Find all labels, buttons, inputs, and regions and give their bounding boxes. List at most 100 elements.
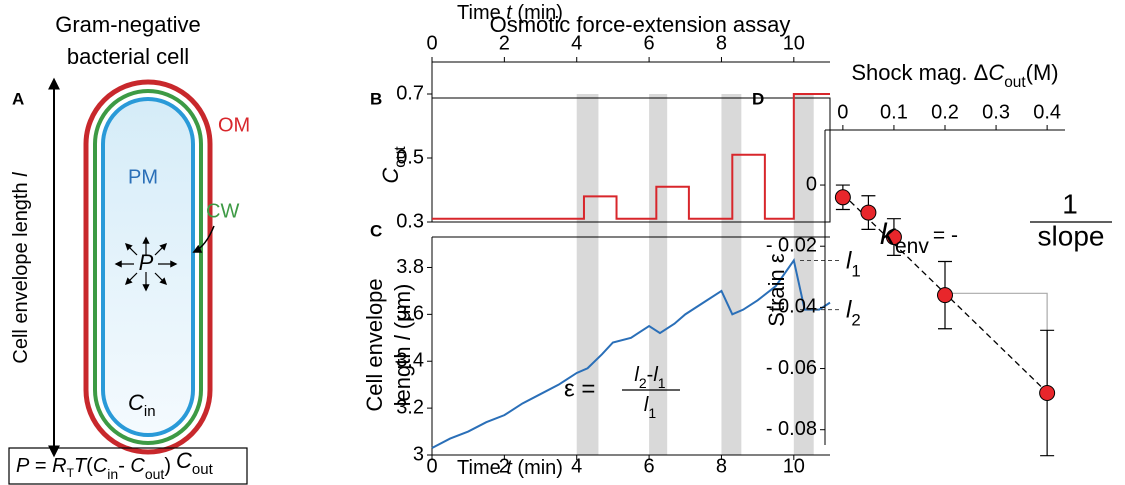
y-tick-label: - 0.06 — [766, 357, 817, 379]
label-part: C — [128, 390, 144, 415]
x-tick-label: 10 — [783, 32, 805, 54]
y-axis-label-part: (μm) — [390, 284, 415, 336]
data-point — [860, 204, 877, 221]
label-part: in — [144, 403, 156, 420]
equation-numerator-part: 2 — [639, 375, 647, 391]
data-point — [885, 229, 902, 246]
label-om: OM — [218, 114, 250, 136]
label-cw: CW — [206, 200, 239, 222]
x-tick-label: 0 — [426, 455, 437, 477]
shock-band — [721, 94, 742, 455]
equation-numerator-part: l — [653, 364, 658, 386]
formula-part: ) — [164, 455, 171, 477]
y-tick-label: 3.4 — [396, 350, 424, 372]
x-tick-label: 0 — [426, 32, 437, 54]
y-axis-label: Cout — [378, 146, 409, 184]
heading: bacterial cell — [67, 44, 189, 69]
x-tick-label: 8 — [716, 32, 727, 54]
y-axis-label: Cell envelope — [362, 278, 387, 411]
y-axis-label-part: length — [390, 340, 415, 406]
panel-label: D — [752, 89, 764, 108]
x-axis-label: Time t (min) — [457, 2, 563, 24]
x-tick-label: 2 — [499, 455, 510, 477]
label-c-out: Cout — [176, 448, 214, 479]
x-axis-label-part: (min) — [512, 2, 563, 24]
y-tick-label: 0.5 — [396, 146, 424, 168]
data-line — [431, 258, 831, 449]
shock-band — [649, 94, 668, 455]
x-axis-label-part: Shock mag. Δ — [851, 60, 988, 85]
k-env-part: env — [895, 235, 929, 258]
panel-label: C — [370, 221, 382, 240]
annotation: l2 — [846, 297, 861, 330]
k-env-part: = - — [933, 224, 958, 247]
label-pm: PM — [128, 166, 158, 188]
label-part: C — [176, 448, 192, 473]
formula-part: R — [52, 455, 66, 477]
annotation-part: l — [846, 248, 852, 275]
formula-part: T — [67, 466, 75, 480]
shading-layer — [576, 94, 814, 455]
label-part: out — [192, 461, 214, 478]
x-axis-label-part: (min) — [512, 457, 563, 479]
y-tick-label: - 0.02 — [766, 234, 817, 256]
formula-part: ( — [86, 455, 93, 477]
y-tick-label: 0.3 — [396, 210, 424, 232]
label-c-in: Cin — [128, 390, 156, 421]
label-p: P — [139, 250, 154, 275]
formula-box — [8, 447, 248, 485]
y-tick-label: - 0.04 — [766, 296, 817, 318]
y-tick-label: 0 — [806, 173, 817, 195]
formula-part: C — [130, 455, 145, 477]
x-tick-label: 8 — [716, 455, 727, 477]
x-axis-label: Shock mag. ΔCout(M) — [851, 60, 1058, 91]
k-env: kenv = - — [880, 218, 958, 258]
axis-label: Cell envelope length l — [10, 172, 32, 364]
y-tick-label: 0.7 — [396, 82, 424, 104]
shock-band — [793, 94, 814, 455]
x-tick-label: 0.2 — [931, 101, 959, 123]
y-tick-label: 3.8 — [396, 256, 424, 278]
axis-label-part: l — [10, 172, 32, 177]
x-axis-label-part: Time — [457, 457, 506, 479]
annotation: l1 — [846, 248, 861, 281]
equation-lhs: ε = — [564, 375, 595, 402]
y-axis-label-part: out — [392, 146, 409, 168]
x-axis-label-part: C — [988, 60, 1004, 85]
x-axis-label-part: out — [1004, 74, 1026, 91]
x-tick-label: 0.4 — [1033, 101, 1061, 123]
fraction-numerator: 1 — [1062, 188, 1078, 219]
fraction-denominator: slope — [1038, 220, 1105, 251]
data-point — [834, 189, 851, 206]
formula-part: in — [107, 466, 118, 482]
equation-numerator: l2-l1 — [634, 364, 665, 390]
formula-part: C — [93, 455, 108, 477]
y-axis-label-part: l — [390, 334, 415, 340]
equation-denominator-part: l — [644, 394, 649, 416]
formula: P = RTT(Cin- Cout) — [16, 455, 171, 481]
equation-denominator: l1 — [644, 394, 656, 420]
formula-part: out — [145, 466, 165, 482]
panel-label: B — [370, 89, 382, 108]
x-axis-label: Time t (min) — [457, 457, 563, 479]
y-tick-label: 3.2 — [396, 396, 424, 418]
y-axis-label: length l (μm) — [390, 284, 415, 407]
x-axis-label-part: Time — [457, 2, 506, 24]
x-axis-label-part: t — [506, 457, 513, 479]
shock-band — [576, 94, 599, 455]
formula-part: - — [118, 455, 130, 477]
x-tick-label: 4 — [571, 455, 582, 477]
heading: Osmotic force-extension assay — [490, 12, 791, 37]
data-line — [432, 93, 830, 220]
heading: Gram-negative — [55, 12, 201, 37]
x-tick-label: 10 — [783, 455, 805, 477]
formula-part: P — [16, 455, 30, 477]
plot-frame — [431, 97, 831, 223]
x-tick-label: 0.1 — [880, 101, 908, 123]
equation-numerator-part: 1 — [658, 375, 666, 391]
x-tick-label: 2 — [499, 32, 510, 54]
x-tick-label: 6 — [644, 32, 655, 54]
equation-numerator-part: l — [634, 364, 639, 386]
data-point — [937, 287, 953, 304]
